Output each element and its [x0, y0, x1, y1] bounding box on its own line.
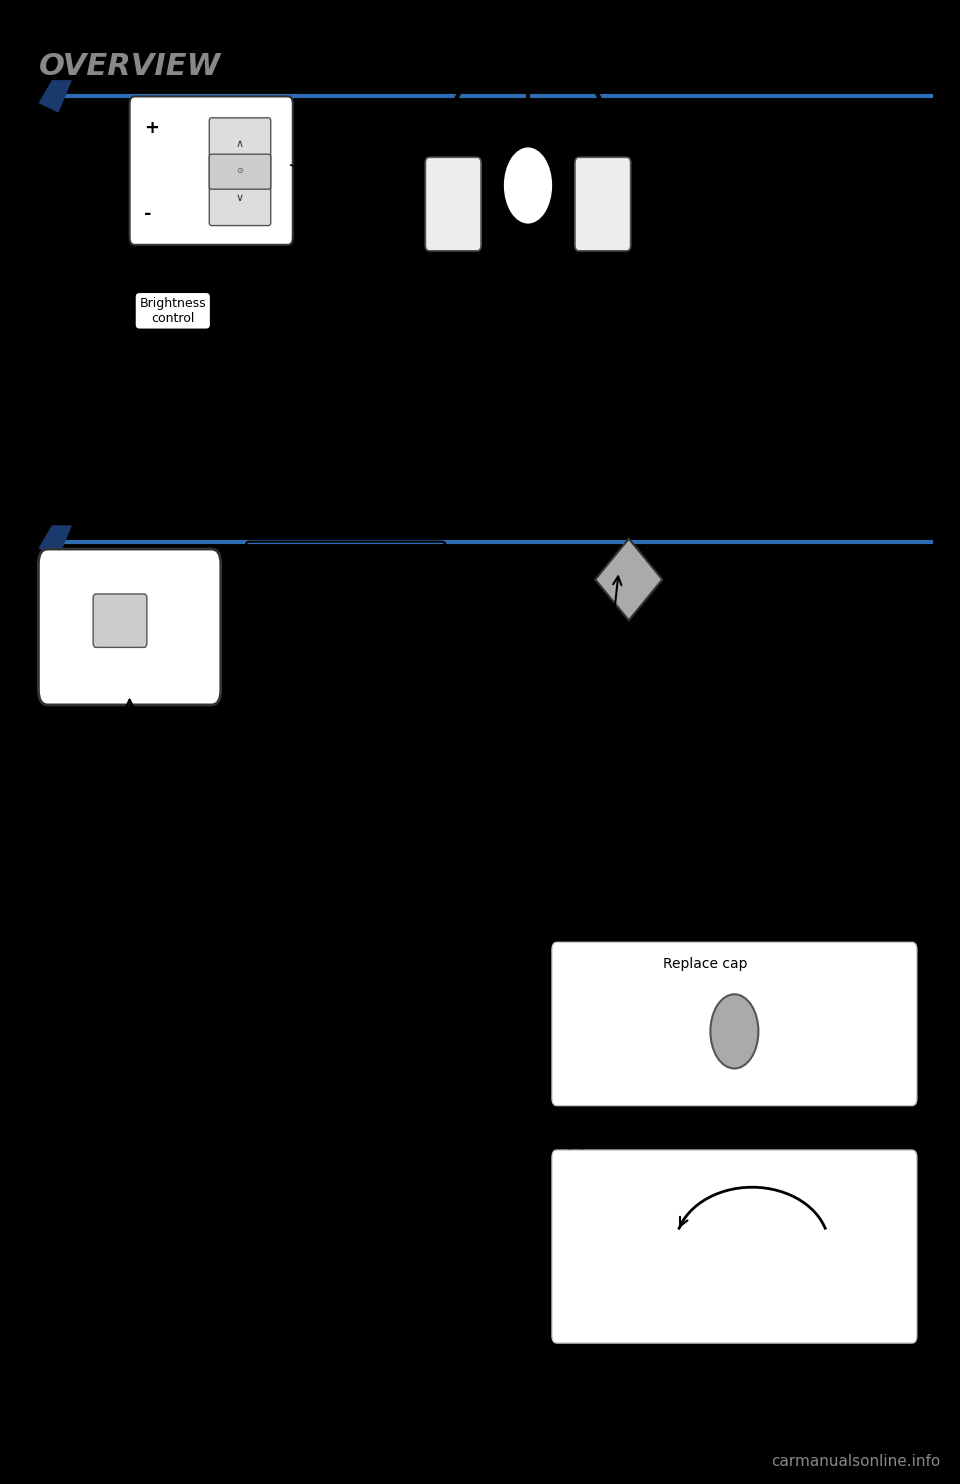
Text: Store cap: Store cap	[182, 957, 250, 971]
FancyBboxPatch shape	[38, 549, 221, 705]
Text: ⊙: ⊙	[236, 166, 244, 175]
Circle shape	[710, 994, 758, 1068]
Text: OVERVIEW: OVERVIEW	[38, 52, 221, 82]
Text: Replace cap: Replace cap	[663, 957, 748, 971]
FancyBboxPatch shape	[209, 169, 271, 226]
FancyBboxPatch shape	[552, 942, 917, 1106]
FancyBboxPatch shape	[209, 117, 271, 174]
Text: (2) Pull to left: (2) Pull to left	[566, 1137, 660, 1150]
Polygon shape	[38, 525, 72, 558]
FancyBboxPatch shape	[130, 96, 293, 245]
FancyBboxPatch shape	[425, 157, 481, 251]
Polygon shape	[595, 539, 662, 620]
Text: Push: Push	[592, 717, 625, 730]
Text: Push: Push	[113, 764, 146, 778]
Circle shape	[502, 145, 554, 226]
FancyBboxPatch shape	[552, 1150, 917, 1343]
FancyBboxPatch shape	[209, 154, 271, 190]
Text: ∨: ∨	[236, 193, 244, 203]
Text: -: -	[144, 205, 152, 223]
FancyBboxPatch shape	[575, 157, 631, 251]
Text: (1): (1)	[922, 985, 948, 1003]
Text: carmanualsonline.info: carmanualsonline.info	[772, 1454, 941, 1469]
Text: Brightness
control: Brightness control	[139, 297, 206, 325]
Polygon shape	[38, 80, 72, 113]
FancyBboxPatch shape	[93, 594, 147, 647]
Text: ∧: ∧	[236, 138, 244, 148]
Text: +: +	[144, 119, 159, 137]
